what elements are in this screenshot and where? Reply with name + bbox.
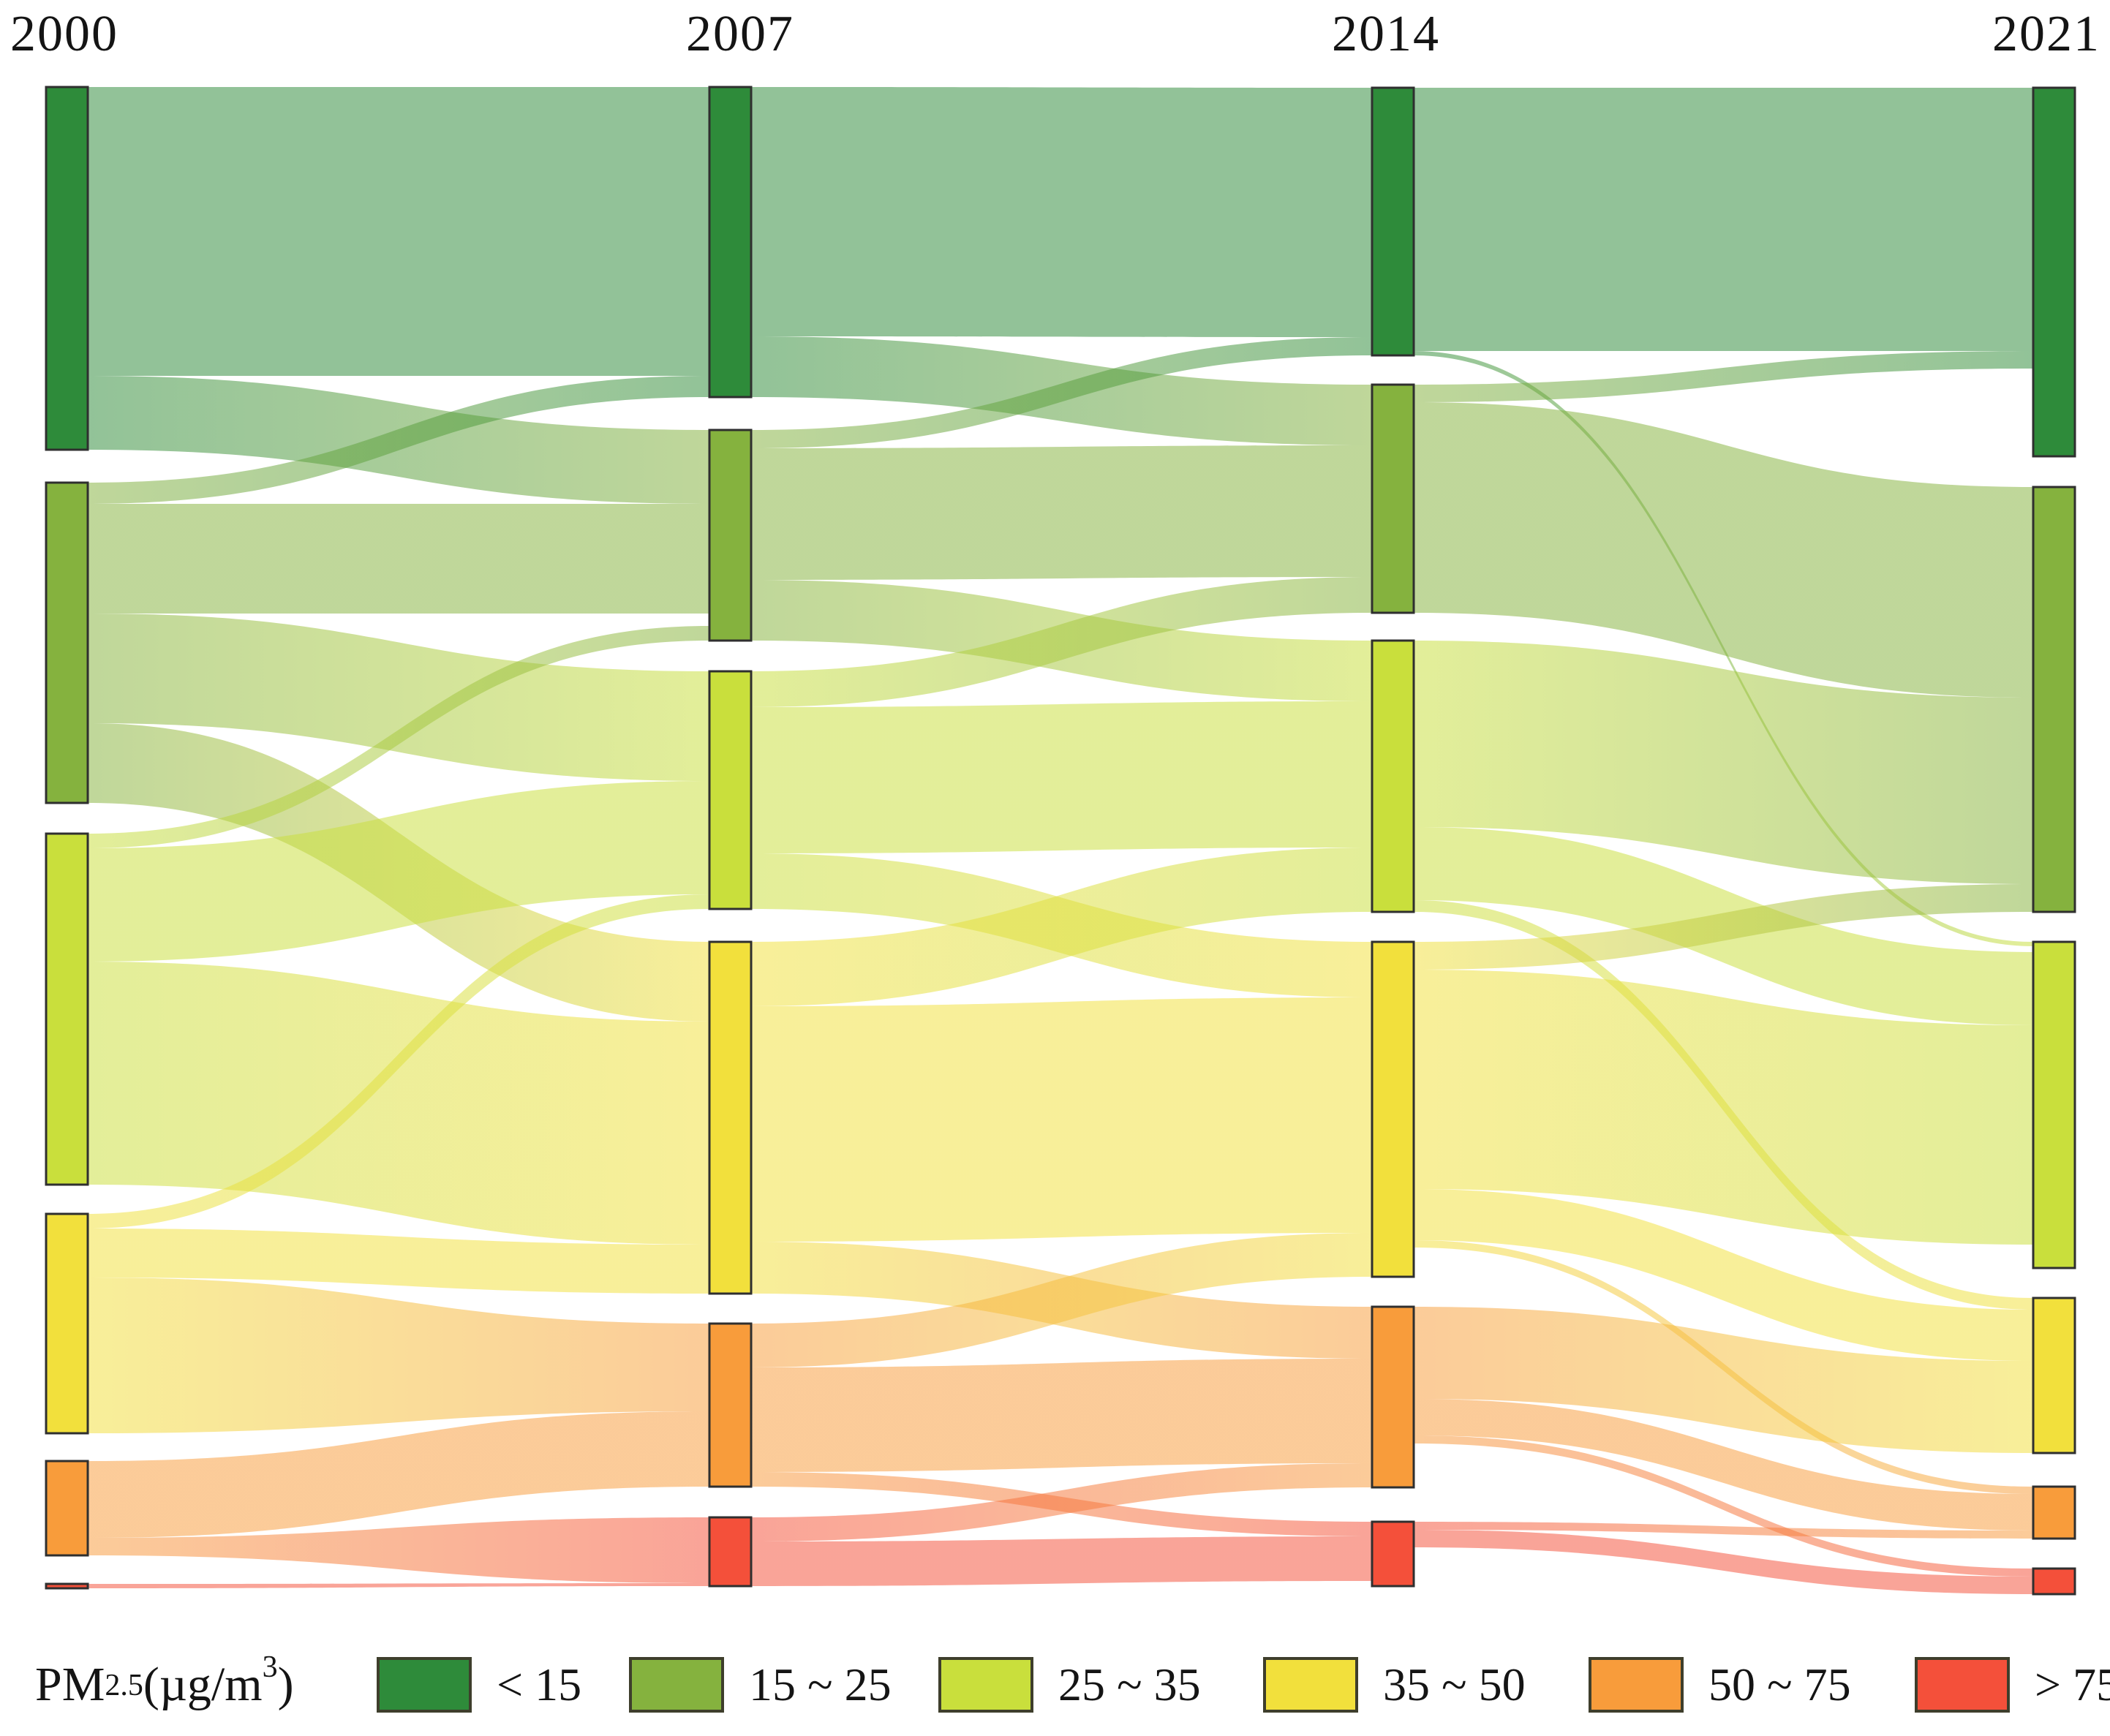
sankey-node-2007-1 [708,429,753,642]
sankey-node-2021-5 [2032,1567,2076,1596]
sankey-node-2021-4 [2032,1485,2076,1540]
legend-label-lt15: < 15 [497,1658,582,1710]
legend-swatch-lt15-icon [377,1657,472,1713]
sankey-node-2000-0 [45,86,89,451]
legend-item-gt75: > 75 [1915,1654,2110,1716]
sankey-flow [88,1278,709,1433]
sankey-flow [751,445,1372,580]
sankey-flow [1414,402,2033,698]
sankey-node-2014-1 [1371,383,1415,614]
sankey-node-2014-3 [1371,940,1415,1278]
sankey-node-2014-5 [1371,1520,1415,1588]
sankey-flow [1414,1189,2033,1361]
legend-title-main: PM [35,1658,105,1711]
sankey-flow [88,894,709,1229]
sankey-flow [88,1411,709,1538]
sankey-node-2000-5 [45,1582,89,1590]
legend-swatch-15-25-icon [629,1657,724,1713]
sankey-node-2021-3 [2032,1297,2076,1454]
sankey-node-2000-3 [45,1212,89,1435]
sankey-flow [88,87,709,376]
legend-swatch-gt75-icon [1915,1657,2010,1713]
sankey-flow [751,1463,1372,1541]
sankey-flow [1414,1522,2033,1539]
legend-title-subscript: 2.5 [105,1669,143,1703]
sankey-node-2021-1 [2032,486,2076,913]
sankey-flow [1414,88,2033,351]
legend-swatch-35-50-icon [1263,1657,1358,1713]
sankey-flow [751,87,1372,337]
legend-swatch-50-75-icon [1589,1657,1684,1713]
legend-label-35-50: 35 ~ 50 [1383,1658,1526,1710]
column-label-2014: 2014 [1332,6,1440,62]
legend-title-unit-open: (µg/m [143,1658,263,1711]
sankey-flow [751,848,1372,1006]
legend-title-superscript: 3 [262,1650,278,1684]
column-label-2000: 2000 [10,6,118,62]
sankey-node-2014-4 [1371,1305,1415,1489]
sankey-node-2014-0 [1371,86,1415,357]
sankey-node-2007-3 [708,940,753,1295]
sankey-flow [88,376,709,504]
sankey-flow [751,701,1372,853]
sankey-node-2000-2 [45,832,89,1186]
legend-item-35-50: 35 ~ 50 [1263,1654,1526,1716]
sankey-flow [88,614,709,781]
sankey-flow [88,504,709,614]
legend-swatch-25-35-icon [938,1657,1033,1713]
sankey-flow [88,781,709,962]
sankey-flow [751,1359,1372,1472]
legend-item-lt15: < 15 [377,1654,581,1716]
legend-title: PM 2.5 (µg/m 3) [35,1650,294,1716]
legend-label-25-35: 25 ~ 35 [1058,1658,1201,1710]
sankey-flow [1414,1530,2033,1594]
legend-title-unit-close: ) [277,1658,294,1711]
sankey-flow [88,1583,709,1588]
sankey-flow [1414,970,2033,1245]
legend-label-15-25: 15 ~ 25 [749,1658,892,1710]
sankey-node-2007-5 [708,1516,753,1588]
sankey-flow [751,337,1372,448]
sankey-node-2014-2 [1371,639,1415,913]
sankey-flow [88,1229,709,1294]
sankey-flow [1414,1307,2033,1453]
sankey-flow [88,1517,709,1583]
column-label-2021: 2021 [1992,6,2100,62]
sankey-flow [1414,641,2033,884]
sankey-flow [751,1536,1372,1586]
sankey-node-2000-1 [45,481,89,804]
sankey-flow [88,962,709,1245]
legend-label-gt75: > 75 [2035,1658,2110,1710]
sankey-flow [1414,351,2033,402]
legend-item-50-75: 50 ~ 75 [1589,1654,1851,1716]
sankey-node-2007-4 [708,1322,753,1488]
column-label-2007: 2007 [686,6,794,62]
sankey-flow [751,577,1372,707]
sankey-flow [1414,884,2033,970]
sankey-node-2007-0 [708,86,753,399]
sankey-flow [88,626,709,848]
sankey-node-2021-0 [2032,86,2076,458]
sankey-flow [751,997,1372,1242]
sankey-flow [1414,1435,2033,1577]
sankey-node-2021-2 [2032,940,2076,1269]
sankey-node-2000-4 [45,1460,89,1557]
sankey-flow [1414,1399,2033,1531]
sankey-flow [751,1233,1372,1367]
legend-label-50-75: 50 ~ 75 [1708,1658,1851,1710]
sankey-node-2007-2 [708,670,753,910]
legend-item-15-25: 15 ~ 25 [629,1654,892,1716]
legend-item-25-35: 25 ~ 35 [938,1654,1201,1716]
